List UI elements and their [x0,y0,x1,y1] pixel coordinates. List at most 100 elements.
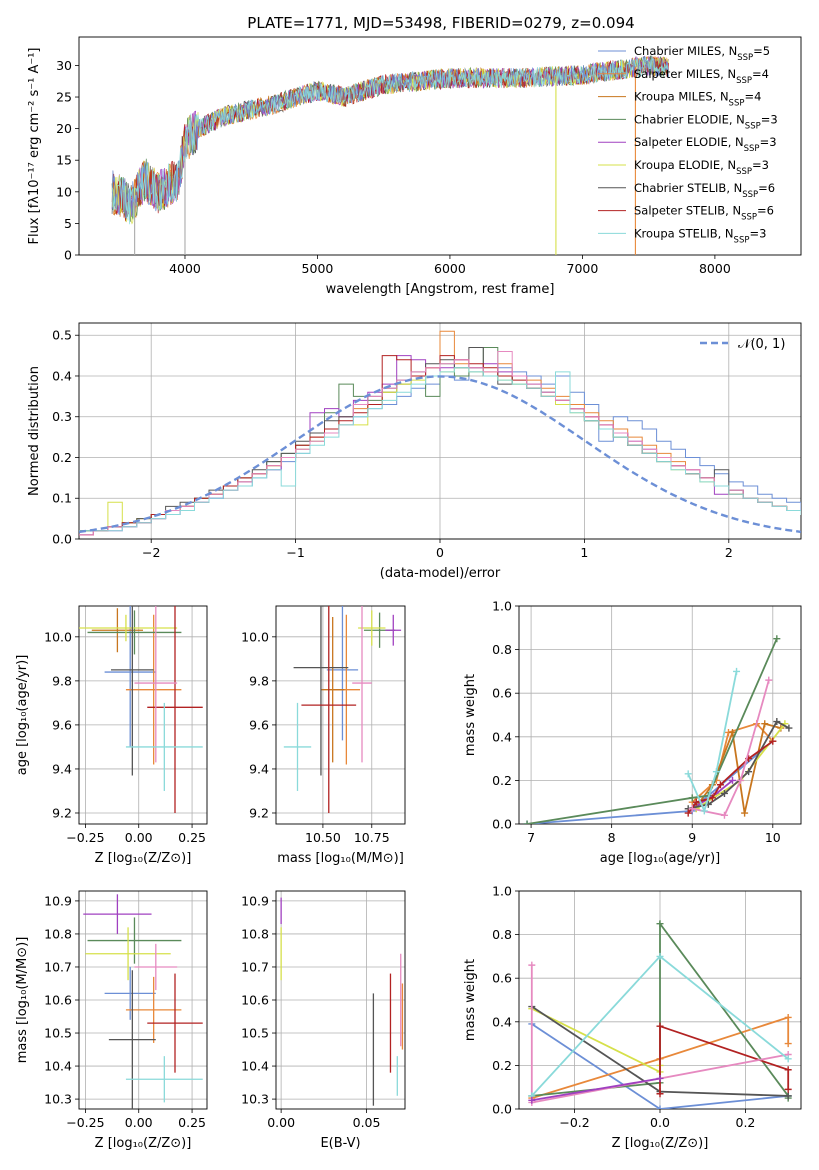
x-tick-label: 1 [580,545,588,560]
y-tick-label: 10.8 [241,926,269,941]
weight-line [687,740,774,814]
y-tick-label: 10.5 [241,1026,269,1041]
weight-line [531,1023,789,1109]
y-axis-label: Normed distribution [27,366,42,496]
y-axis-label: mass weight [463,959,478,1041]
x-tick-label: 7000 [567,261,599,276]
residuals-plot-area [79,330,801,536]
weight-marker [720,789,728,797]
x-tick-label: 0.00 [267,1115,295,1130]
x-tick-label: 10.75 [354,830,390,845]
legend-label: Chabrier ELODIE, NSSP=3 [634,112,778,131]
weight-marker [729,776,737,784]
y-tick-label: 0.8 [492,927,512,942]
y-tick-label: 0.5 [52,328,72,343]
x-tick-label: 7 [527,830,535,845]
y-tick-label: 0.2 [492,1058,512,1073]
y-tick-label: 9.4 [52,761,72,776]
weight-marker [741,809,749,817]
mass-vs-ebv-panel: 0.00 0.05 10.3 10.4 10.5 10.6 10.7 10.8 10.9 E(B-… [241,890,406,1151]
y-tick-label: 10.4 [241,1059,269,1074]
errorbar-plot-area [79,606,203,813]
weight-marker [785,724,793,732]
weight-line [692,679,770,817]
weight-marker [784,1013,792,1021]
y-tick-label: 0.6 [492,971,512,986]
weight-marker [765,676,773,684]
weight-line [531,1007,661,1074]
y-tick-label: 10.6 [241,993,269,1008]
normal-curve [79,375,801,534]
weight-marker [784,1092,792,1100]
axes-frame [78,605,208,825]
x-tick-label: 0.25 [178,1115,206,1130]
y-tick-label: 0.8 [492,642,512,657]
histogram-step [79,330,801,532]
histogram-step [79,355,801,536]
weight-marker [684,809,692,817]
x-tick-label: 0.0 [650,1115,670,1130]
x-tick-label: 0 [436,545,444,560]
legend-label: Kroupa MILES, NSSP=4 [634,90,761,109]
x-tick-label: 2 [725,545,733,560]
weight-line [695,722,782,814]
weight-marker [528,961,536,969]
y-tick-label: 10.3 [44,1092,72,1107]
x-tick-label: 10.50 [305,830,341,845]
mass-weight-vs-Z-panel: −0.2 0.0 0.2 0.0 0.2 0.4 0.6 0.8 1.0 Z [log₁₀(Z/Z… [463,884,802,1151]
weight-marker [528,1096,536,1104]
axes-frame [275,890,406,1110]
x-tick-label: 5000 [302,261,334,276]
y-tick-label: 0.4 [492,1014,512,1029]
y-tick-label: 0.2 [52,450,72,465]
y-tick-label: 0.4 [492,729,512,744]
y-tick-label: 9.2 [249,805,269,820]
y-axis-label: Flux [fλ10⁻¹⁷ erg cm⁻² s⁻¹ A⁻¹] [27,48,42,245]
y-tick-label: 10.5 [44,1026,72,1041]
weight-marker [656,920,664,928]
legend-label: Salpeter STELIB, NSSP=6 [634,204,774,223]
y-tick-label: 10.9 [241,893,269,908]
axes-frame [78,322,802,540]
y-axis-label: age [log₁₀(age/yr)] [15,655,30,776]
y-tick-label: 0.0 [492,1102,512,1117]
histogram-step [79,367,801,536]
y-tick-label: 10.9 [44,893,72,908]
age-vs-Z-panel: −0.25 0.00 0.25 9.2 9.4 9.6 9.8 10.0 Z [log₁₀(Z/… [15,605,208,866]
weight-marker [684,770,692,778]
weight-marker [708,794,716,802]
y-tick-label: 9.8 [249,673,269,688]
y-tick-label: 9.6 [249,717,269,732]
y-tick-label: 20 [56,121,72,136]
weight-marker [737,776,745,784]
x-axis-label: wavelength [Angstrom, rest frame] [326,282,555,297]
weight-marker [745,768,753,776]
x-axis-label: (data-model)/error [380,566,501,581]
weight-marker [656,1105,664,1109]
x-tick-label: −0.25 [66,830,104,845]
legend-label: Salpeter ELODIE, NSSP=3 [634,135,777,154]
residuals-panel: −2 −1 0 1 2 0.0 0.1 0.2 0.3 0.4 0.5 (data-model)/er… [27,322,802,581]
weight-marker [769,737,777,745]
x-axis-label: Z [log₁₀(Z/Z⊙)] [95,1136,192,1151]
weight-marker [720,811,728,819]
weight-marker [523,820,531,824]
weight-marker [733,667,741,675]
errorbar-plot-area [283,606,402,813]
y-tick-label: 5 [64,216,72,231]
histogram-step [79,355,801,536]
x-tick-label: 0.2 [736,1115,756,1130]
weight-marker [784,1055,792,1063]
x-tick-label: −1 [286,545,304,560]
x-tick-label: 10 [765,830,781,845]
y-tick-label: 30 [56,58,72,73]
x-axis-label: age [log₁₀(age/yr)] [600,851,721,866]
x-tick-label: −2 [142,545,160,560]
x-tick-label: 6000 [434,261,466,276]
x-tick-label: 4000 [169,261,201,276]
x-tick-label: 8 [608,830,616,845]
y-tick-label: 0 [64,248,72,263]
weight-line [531,1077,661,1102]
spectrum-line [111,55,669,225]
